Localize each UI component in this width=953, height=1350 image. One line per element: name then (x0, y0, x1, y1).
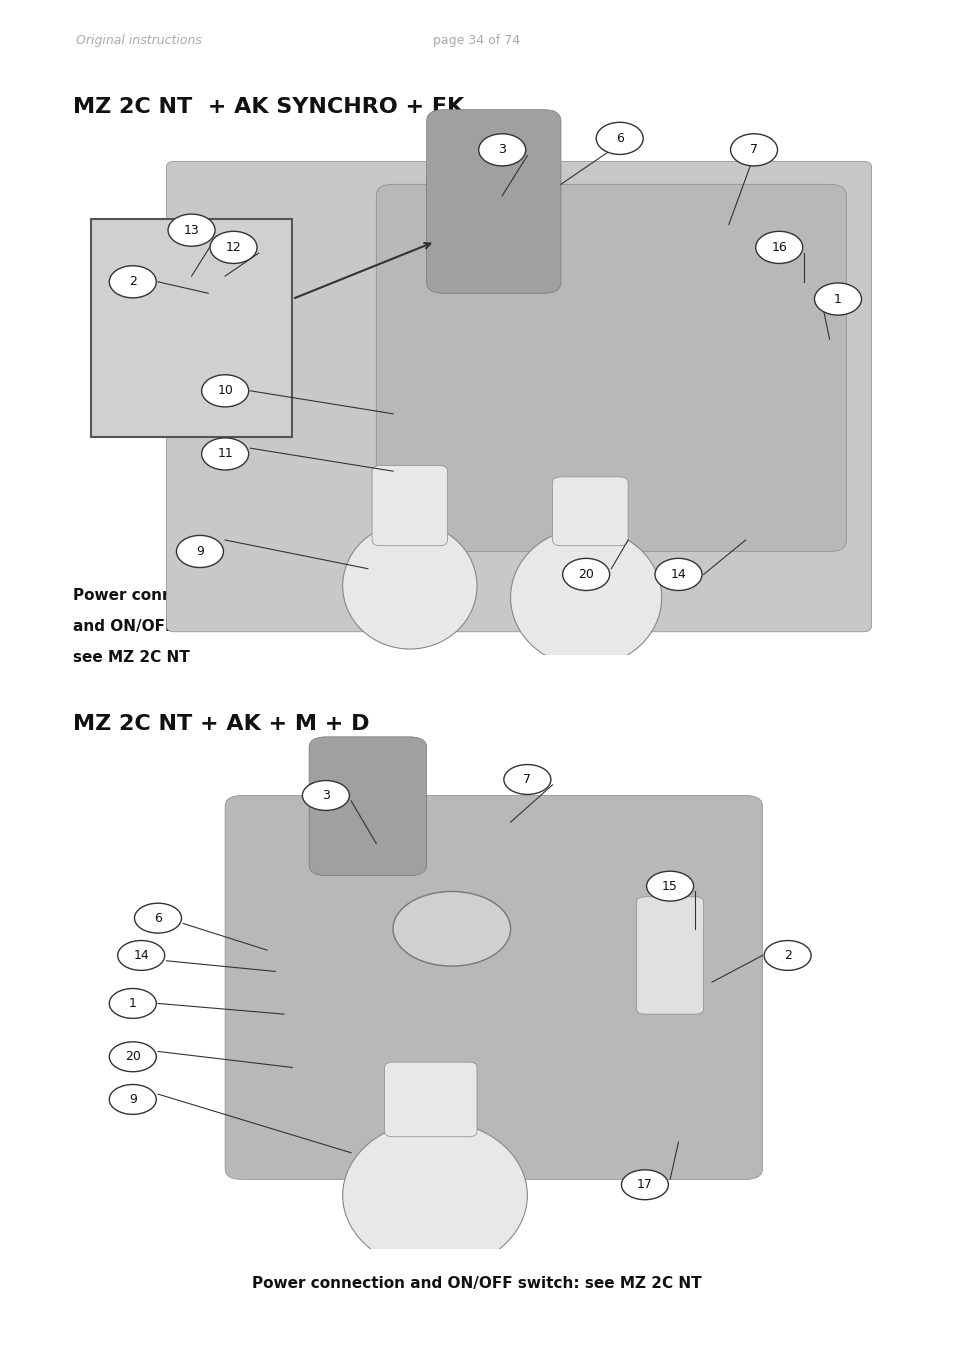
Text: 1: 1 (129, 996, 136, 1010)
Circle shape (134, 903, 181, 933)
Text: MZ 2C NT + AK + M + D: MZ 2C NT + AK + M + D (73, 714, 370, 733)
Text: 7: 7 (523, 774, 531, 786)
Circle shape (763, 941, 810, 971)
Text: 15: 15 (661, 880, 678, 892)
FancyBboxPatch shape (91, 219, 292, 437)
Circle shape (110, 266, 156, 298)
Text: 7: 7 (749, 143, 758, 157)
FancyBboxPatch shape (552, 477, 627, 545)
Circle shape (562, 559, 609, 590)
Circle shape (176, 536, 223, 567)
Text: 9: 9 (129, 1094, 136, 1106)
Text: 3: 3 (321, 788, 330, 802)
Circle shape (478, 134, 525, 166)
FancyBboxPatch shape (309, 737, 426, 876)
Text: 3: 3 (497, 143, 506, 157)
Text: 20: 20 (125, 1050, 141, 1064)
Text: page 34 of 74: page 34 of 74 (433, 34, 520, 47)
Circle shape (655, 559, 701, 590)
Text: 14: 14 (670, 568, 685, 580)
Circle shape (393, 891, 510, 967)
Text: Power connection: Power connection (73, 589, 226, 603)
Circle shape (168, 215, 214, 246)
Circle shape (646, 871, 693, 900)
Text: 16: 16 (771, 240, 786, 254)
FancyBboxPatch shape (384, 1062, 476, 1137)
FancyBboxPatch shape (426, 109, 560, 293)
Circle shape (814, 284, 861, 315)
Text: 12: 12 (226, 240, 241, 254)
Text: 17: 17 (637, 1179, 652, 1191)
Text: Power connection and ON/OFF switch: see MZ 2C NT: Power connection and ON/OFF switch: see … (252, 1276, 701, 1291)
FancyBboxPatch shape (636, 896, 703, 1014)
Circle shape (201, 375, 249, 406)
Circle shape (110, 1042, 156, 1072)
Text: 2: 2 (129, 275, 136, 289)
FancyBboxPatch shape (21, 42, 932, 680)
FancyBboxPatch shape (166, 161, 871, 632)
Circle shape (596, 123, 642, 154)
Circle shape (110, 988, 156, 1018)
Text: see MZ 2C NT: see MZ 2C NT (73, 649, 190, 664)
FancyBboxPatch shape (21, 676, 932, 1328)
Text: and ON/OFF switch:: and ON/OFF switch: (73, 620, 242, 634)
Text: Original instructions: Original instructions (76, 34, 202, 47)
Text: 20: 20 (578, 568, 594, 580)
Text: 10: 10 (217, 385, 233, 397)
Ellipse shape (342, 522, 476, 649)
FancyBboxPatch shape (225, 795, 761, 1180)
Circle shape (755, 231, 801, 263)
Circle shape (110, 1084, 156, 1114)
Text: 11: 11 (217, 447, 233, 460)
Text: 14: 14 (133, 949, 149, 963)
Ellipse shape (510, 528, 661, 667)
Circle shape (503, 764, 550, 794)
Circle shape (210, 231, 256, 263)
Text: 1: 1 (833, 293, 841, 305)
FancyBboxPatch shape (375, 185, 845, 552)
Circle shape (620, 1170, 668, 1200)
Circle shape (730, 134, 777, 166)
Circle shape (117, 941, 165, 971)
Text: 6: 6 (153, 911, 162, 925)
Circle shape (302, 780, 349, 810)
Ellipse shape (342, 1120, 527, 1270)
Text: 6: 6 (615, 132, 623, 144)
Text: MZ 2C NT  + AK SYNCHRO + EK: MZ 2C NT + AK SYNCHRO + EK (73, 97, 464, 117)
Circle shape (201, 437, 249, 470)
Text: 13: 13 (184, 224, 199, 236)
Text: 2: 2 (782, 949, 791, 963)
FancyBboxPatch shape (372, 466, 447, 545)
Text: 9: 9 (195, 545, 204, 558)
